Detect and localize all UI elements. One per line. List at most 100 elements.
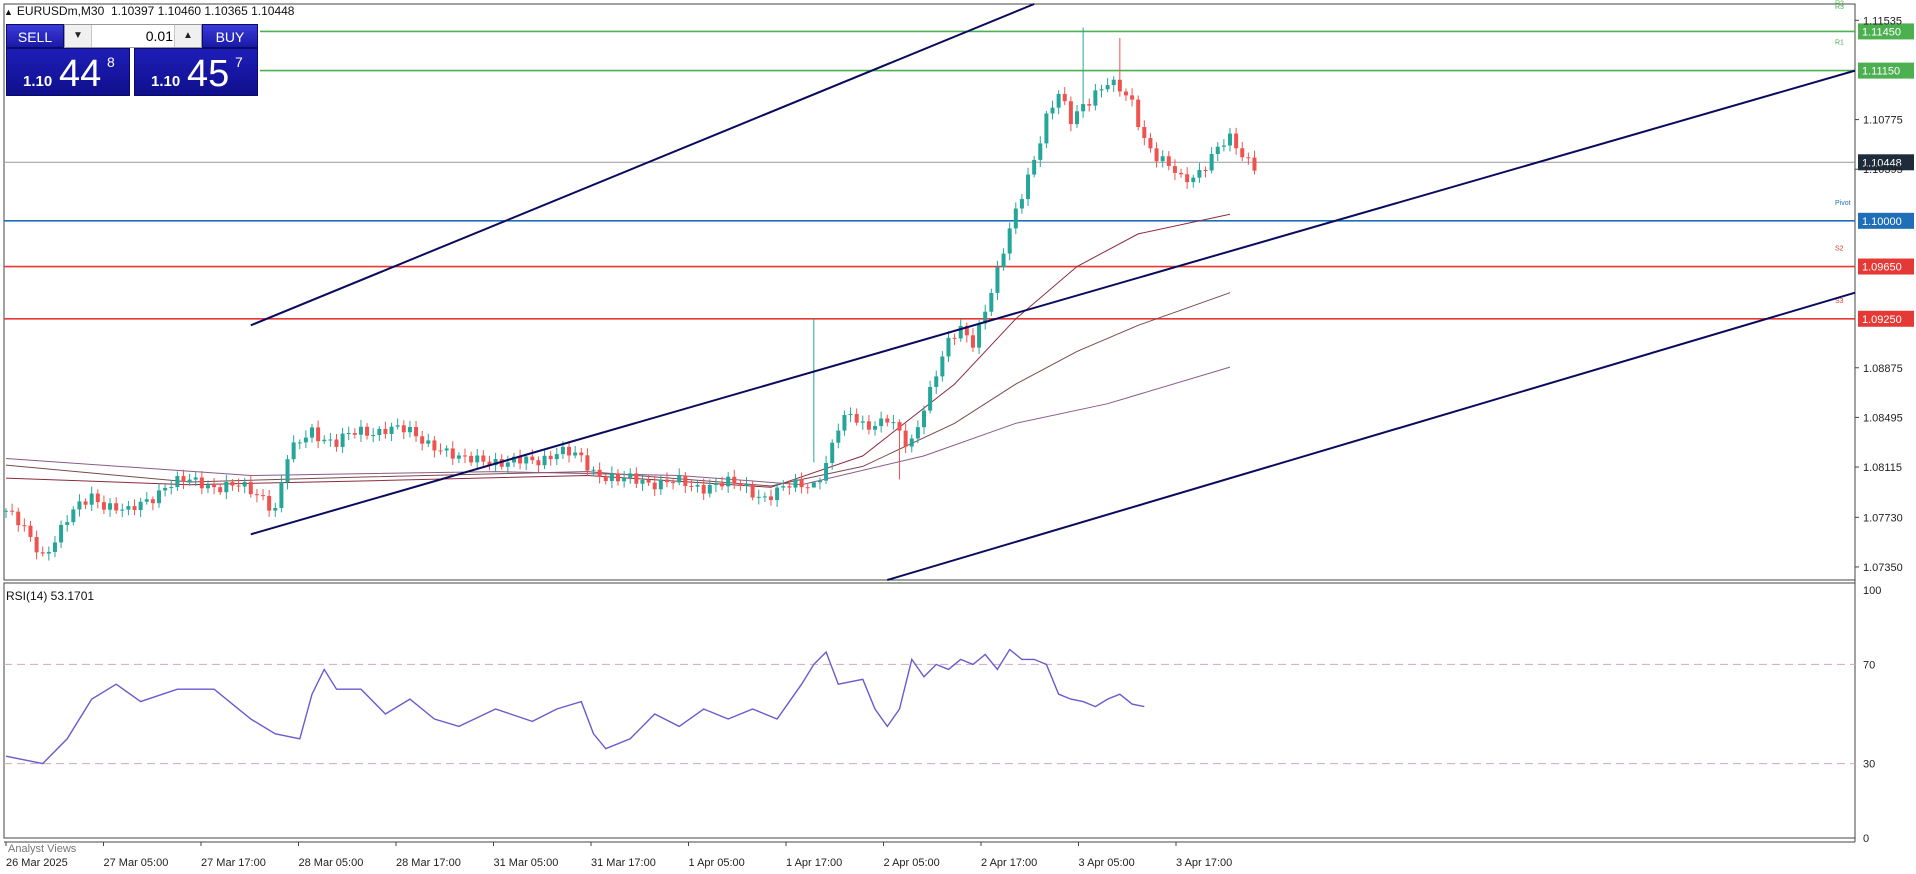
candle-body [59,524,64,543]
buy-price[interactable]: 1.10 45 7 [134,48,258,96]
candle-body [799,479,804,488]
rsi-tick-label: 70 [1863,659,1875,671]
candle-body [934,376,939,387]
candle-body [163,487,168,491]
candle-body [646,479,651,483]
price-tick-label: 1.11535 [1863,15,1902,27]
candle-body [1050,107,1055,114]
rsi-panel-frame [3,582,1856,839]
time-tick-label: 28 Mar 17:00 [396,857,461,869]
candle-body [609,473,614,482]
candle-body [977,323,982,348]
candle-body [1172,166,1177,173]
candle-body [181,476,186,482]
candle-body [536,460,541,466]
candle-body [205,485,210,489]
candle-body [1203,169,1208,171]
sell-price-prefix: 1.10 [23,73,53,90]
candle-body [297,442,302,444]
sell-button[interactable]: SELL [6,24,64,48]
candle-body [303,437,308,443]
candle-body [279,482,284,508]
sell-price[interactable]: 1.10 44 8 [6,48,130,96]
candle-body [842,415,847,431]
candle-body [389,426,394,435]
candle-body [493,459,498,466]
candle-body [65,522,70,525]
candle-body [616,473,620,482]
candle-body [469,455,474,463]
candle-body [909,438,914,447]
level-price-label: 1.11450 [1862,26,1901,38]
candle-body [591,469,596,471]
candle-body [1136,99,1141,128]
candle-body [108,503,113,510]
candle-body [1075,111,1079,125]
candle-body [964,325,969,336]
candle-body [1215,146,1220,155]
candle-body [1019,199,1024,209]
candle-body [640,479,645,484]
candle-body [775,487,780,501]
candle-body [1142,127,1147,139]
candle-body [365,426,370,436]
candle-body [40,552,45,554]
candle-body [199,477,204,489]
candle-body [352,433,357,435]
lot-size-field: ▼ ▲ [64,24,202,48]
candle-body [652,482,657,490]
candle-body [726,476,731,487]
level-price-label: 1.11150 [1862,66,1900,78]
candle-body [836,430,841,443]
level-tag: S3 [1835,298,1844,305]
lot-increase-icon[interactable]: ▲ [174,25,201,47]
buy-button[interactable]: BUY [202,24,258,48]
lot-decrease-icon[interactable]: ▼ [65,25,92,47]
candle-body [487,461,492,466]
candle-body [738,483,743,486]
candle-body [762,496,767,498]
candle-body [1056,93,1061,108]
candle-body [689,485,694,487]
candle-body [1240,148,1245,158]
candle-body [518,456,523,464]
current-price-box [1858,154,1914,171]
candle-body [1099,89,1104,91]
candle-body [438,450,443,452]
candle-body [860,421,865,423]
candle-body [414,426,419,437]
candle-body [1191,177,1196,183]
analyst-views-tab[interactable]: Analyst Views [8,843,77,855]
candle-body [756,496,761,498]
candle-body [444,448,449,451]
price-tick-label: 1.07350 [1863,562,1903,574]
level-tag: R2 [1835,0,1844,7]
candle-body [1148,138,1153,149]
candle-body [848,413,853,416]
candle-body [542,455,547,466]
time-tick-label: 2 Apr 17:00 [981,857,1037,869]
candle-body [1026,174,1031,200]
candle-body [658,479,663,490]
lot-size-input[interactable] [93,27,173,45]
candle-body [285,459,290,483]
collapse-triangle-icon[interactable]: ▲ [4,7,13,17]
price-tick-label: 1.08875 [1863,363,1903,375]
candle-body [150,499,155,504]
candle-body [995,267,1000,293]
candle-body [218,487,223,493]
candle-body [1111,79,1116,86]
candle-body [1185,174,1190,183]
candle-body [732,476,737,484]
candle-body [138,501,143,511]
buy-price-pips: 45 [187,53,230,95]
candle-body [1234,133,1239,149]
symbol-timeframe: EURUSDm,M30 [16,4,105,18]
candle-body [940,356,945,377]
candle-body [261,495,266,497]
level-tag: R1 [1835,40,1844,47]
candle-body [854,413,859,423]
candle-body [1154,148,1159,162]
candle-body [328,439,333,441]
candle-body [420,436,425,444]
